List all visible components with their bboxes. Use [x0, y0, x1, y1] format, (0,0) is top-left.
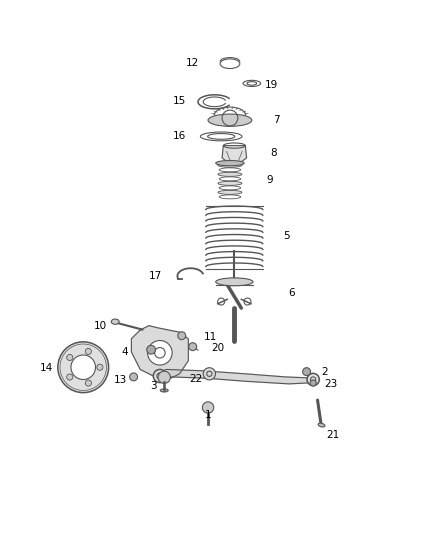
Circle shape: [71, 355, 95, 379]
Circle shape: [85, 380, 92, 386]
Ellipse shape: [218, 172, 242, 176]
Text: 5: 5: [283, 231, 290, 241]
Text: 8: 8: [270, 149, 277, 158]
Circle shape: [178, 332, 186, 340]
Text: 22: 22: [190, 374, 203, 384]
Ellipse shape: [208, 114, 252, 126]
Circle shape: [67, 354, 73, 360]
Text: 9: 9: [266, 175, 273, 185]
Ellipse shape: [160, 389, 168, 392]
Circle shape: [158, 371, 170, 383]
Text: 4: 4: [121, 347, 128, 357]
Circle shape: [58, 342, 109, 393]
Circle shape: [153, 369, 166, 383]
Text: 23: 23: [324, 379, 337, 389]
Text: 19: 19: [265, 80, 278, 90]
Circle shape: [307, 374, 319, 386]
Circle shape: [147, 345, 155, 354]
Text: 6: 6: [288, 288, 295, 298]
Text: 21: 21: [326, 430, 339, 440]
Circle shape: [97, 364, 103, 370]
Text: 12: 12: [186, 58, 199, 68]
Ellipse shape: [218, 163, 242, 167]
Ellipse shape: [215, 278, 253, 286]
Polygon shape: [131, 326, 188, 381]
Text: 3: 3: [150, 381, 157, 391]
Text: 13: 13: [114, 375, 127, 385]
Circle shape: [130, 373, 138, 381]
Circle shape: [202, 402, 214, 413]
Text: 7: 7: [272, 115, 279, 125]
Text: 1: 1: [205, 410, 212, 421]
Ellipse shape: [111, 319, 119, 324]
Ellipse shape: [218, 190, 242, 195]
Circle shape: [303, 368, 311, 376]
Circle shape: [189, 343, 197, 351]
Text: 11: 11: [204, 332, 217, 342]
Text: 16: 16: [173, 131, 186, 141]
Text: 15: 15: [173, 96, 186, 106]
Circle shape: [203, 368, 215, 380]
Text: 14: 14: [39, 363, 53, 373]
Text: 20: 20: [212, 343, 225, 352]
Circle shape: [148, 341, 172, 365]
Ellipse shape: [215, 160, 244, 166]
Circle shape: [310, 380, 316, 386]
Circle shape: [85, 349, 92, 354]
Ellipse shape: [218, 181, 242, 185]
Ellipse shape: [318, 423, 325, 427]
Text: 17: 17: [149, 271, 162, 281]
Circle shape: [67, 374, 73, 380]
Text: 2: 2: [321, 367, 328, 377]
Polygon shape: [155, 369, 315, 384]
Polygon shape: [222, 146, 247, 163]
Text: 10: 10: [94, 321, 107, 330]
